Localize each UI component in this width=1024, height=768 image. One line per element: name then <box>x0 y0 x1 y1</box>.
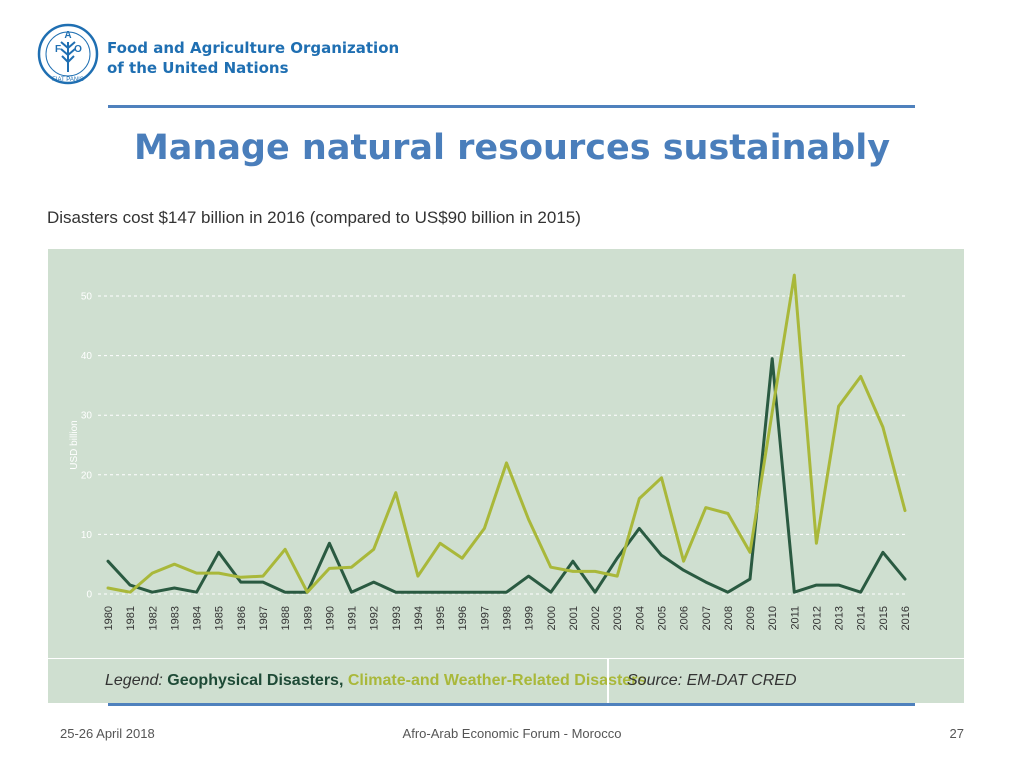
logo-letter-f: F <box>55 44 61 55</box>
climate-series-line <box>106 273 907 594</box>
fao-emblem-icon: F A O FIAT PANIS <box>37 23 99 85</box>
x-tick-label-1999: 1999 <box>524 606 536 630</box>
x-tick-label-2016: 2016 <box>900 606 912 630</box>
x-tick-label-2003: 2003 <box>612 606 624 630</box>
x-tick-label-1981: 1981 <box>125 606 137 630</box>
footer-date: 25-26 April 2018 <box>60 726 155 741</box>
footer-divider <box>108 703 915 706</box>
x-tick-label-2001: 2001 <box>568 606 580 630</box>
x-tick-label-1985: 1985 <box>214 606 226 630</box>
organization-name-line1: Food and Agriculture Organization <box>107 39 400 57</box>
y-tick-label-40: 40 <box>81 351 93 362</box>
y-tick-label-0: 0 <box>86 590 92 601</box>
logo-motto: FIAT PANIS <box>52 77 84 83</box>
y-axis-label: USD billion <box>69 420 80 469</box>
logo-letter-o: O <box>74 44 82 55</box>
x-tick-label-1986: 1986 <box>236 606 248 630</box>
x-tick-label-1993: 1993 <box>391 606 403 630</box>
x-tick-label-2005: 2005 <box>656 606 668 630</box>
slide-number: 27 <box>949 726 964 741</box>
x-tick-label-1982: 1982 <box>147 606 159 630</box>
x-tick-label-2007: 2007 <box>701 606 713 630</box>
x-tick-label-1984: 1984 <box>192 606 204 630</box>
x-tick-label-1996: 1996 <box>457 606 469 630</box>
x-tick-label-1998: 1998 <box>502 606 514 630</box>
x-tick-label-1994: 1994 <box>413 606 425 630</box>
organization-name-line2: of the United Nations <box>107 59 289 77</box>
x-tick-label-2012: 2012 <box>811 606 823 630</box>
x-tick-label-2013: 2013 <box>834 606 846 630</box>
legend-label: Legend: <box>105 672 163 689</box>
x-tick-label-2000: 2000 <box>546 606 558 630</box>
x-tick-label-1989: 1989 <box>302 606 314 630</box>
legend-divider <box>607 659 609 704</box>
x-tick-label-2002: 2002 <box>590 606 602 630</box>
x-tick-label-1995: 1995 <box>435 606 447 630</box>
disaster-cost-chart: 0 10 20 30 40 50 USD billion 1980 1981 1982 1983 19… <box>69 273 912 630</box>
logo-letter-a: A <box>64 30 71 41</box>
x-tick-label-1991: 1991 <box>347 606 359 630</box>
fao-logo: F A O FIAT PANIS <box>36 22 100 91</box>
y-tick-label-30: 30 <box>81 411 93 422</box>
legend-bar: Legend: Geophysical Disasters, Climate-a… <box>48 658 964 704</box>
footer-event: Afro-Arab Economic Forum - Morocco <box>402 726 622 741</box>
x-tick-label-2010: 2010 <box>767 606 779 630</box>
header-divider <box>108 105 915 108</box>
x-tick-label-1997: 1997 <box>479 606 491 630</box>
legend: Legend: Geophysical Disasters, Climate-a… <box>105 672 646 690</box>
organization-name: Food and Agriculture Organization of the… <box>107 38 399 78</box>
slide-subtitle: Disasters cost $147 billion in 2016 (com… <box>47 208 581 227</box>
y-tick-label-20: 20 <box>81 470 93 481</box>
x-tick-label-2004: 2004 <box>634 606 646 630</box>
x-tick-label-1988: 1988 <box>280 606 292 630</box>
slide-title: Manage natural resources sustainably <box>133 128 891 168</box>
x-tick-label-1980: 1980 <box>103 606 115 630</box>
x-tick-label-2014: 2014 <box>856 606 868 630</box>
x-tick-label-1987: 1987 <box>258 606 270 630</box>
geophysical-series-line <box>106 357 907 594</box>
y-tick-label-10: 10 <box>81 530 93 541</box>
chart-panel: 0 10 20 30 40 50 USD billion 1980 1981 1982 1983 19… <box>48 249 964 703</box>
legend-climate: Climate-and Weather-Related Disasters <box>347 672 647 689</box>
x-tick-label-2015: 2015 <box>878 606 890 630</box>
x-tick-label-2011: 2011 <box>789 606 801 630</box>
x-tick-label-1983: 1983 <box>169 606 181 630</box>
x-tick-label-2008: 2008 <box>723 606 735 630</box>
chart-source: Source: EM-DAT CRED <box>627 672 797 689</box>
legend-geophysical: Geophysical Disasters, <box>167 672 344 689</box>
x-tick-label-1992: 1992 <box>369 606 381 630</box>
x-tick-label-2009: 2009 <box>745 606 757 630</box>
x-tick-label-1990: 1990 <box>324 606 336 630</box>
x-tick-label-2006: 2006 <box>679 606 691 630</box>
y-tick-label-50: 50 <box>81 292 93 303</box>
